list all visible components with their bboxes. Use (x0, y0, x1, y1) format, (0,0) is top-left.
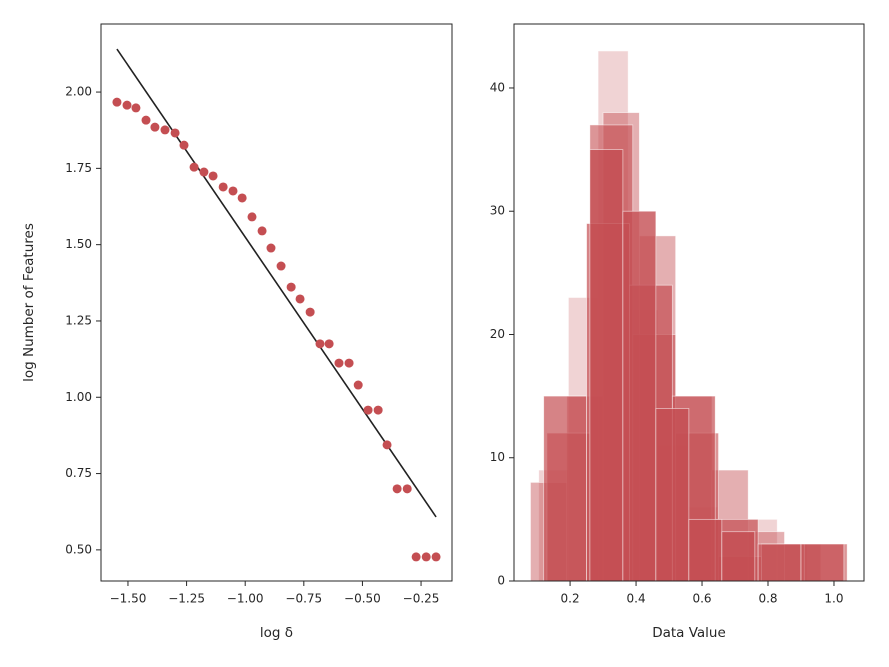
x-tick-label: −1.00 (227, 592, 264, 606)
point (237, 193, 247, 203)
point (257, 226, 267, 236)
point (179, 140, 189, 150)
point (218, 182, 228, 192)
x-tick-label: 0.2 (561, 592, 580, 606)
point (353, 380, 363, 390)
point (112, 97, 122, 107)
point (276, 261, 286, 271)
y-tick-label: 1.50 (65, 237, 92, 251)
point (411, 552, 421, 562)
y-axis-label: log Number of Features (21, 223, 37, 382)
hist-bar (589, 149, 624, 582)
point (295, 294, 305, 304)
point (141, 115, 151, 125)
point (431, 552, 441, 562)
x-tick-label: −1.50 (110, 592, 147, 606)
x-axis-label: Data Value (652, 625, 726, 641)
point (131, 103, 141, 113)
point (334, 358, 344, 368)
x-tick-label: −0.25 (403, 592, 440, 606)
hist-bar (757, 543, 802, 582)
x-tick-label: −0.50 (344, 592, 381, 606)
x-tick-label: 0.8 (758, 592, 777, 606)
point (150, 122, 160, 132)
hist-bar (543, 395, 587, 582)
y-tick-label: 0.75 (65, 466, 92, 480)
y-tick-label: 10 (490, 450, 505, 464)
point (305, 307, 315, 317)
point (363, 405, 373, 415)
point (247, 212, 257, 222)
point (199, 167, 209, 177)
y-tick-label: 30 (490, 204, 505, 218)
y-tick-label: 1.25 (65, 313, 92, 327)
fit-line (116, 48, 437, 518)
hist-bar (800, 543, 845, 582)
point (208, 171, 218, 181)
x-tick-label: −0.75 (285, 592, 322, 606)
hist-bar (721, 531, 756, 582)
point (286, 282, 296, 292)
y-tick-label: 0 (497, 574, 505, 588)
y-tick-label: 40 (490, 80, 505, 94)
hist-bar (655, 408, 690, 582)
point (315, 339, 325, 349)
hist-bar (622, 210, 657, 582)
point (189, 162, 199, 172)
point (266, 243, 276, 253)
point (344, 358, 354, 368)
x-axis-label: log δ (260, 625, 293, 641)
hist-bar (688, 518, 723, 582)
x-tick-label: −1.25 (168, 592, 205, 606)
y-tick-label: 1.00 (65, 390, 92, 404)
point (122, 100, 132, 110)
x-tick-label: 0.4 (627, 592, 646, 606)
point (228, 186, 238, 196)
y-tick-label: 2.00 (65, 85, 92, 99)
point (373, 405, 383, 415)
x-tick-label: 0.6 (692, 592, 711, 606)
y-tick-label: 0.50 (65, 542, 92, 556)
axes-frame (513, 23, 865, 582)
point (324, 339, 334, 349)
point (382, 440, 392, 450)
point (392, 484, 402, 494)
y-tick-label: 1.75 (65, 161, 92, 175)
point (170, 128, 180, 138)
point (402, 484, 412, 494)
axes-frame (100, 23, 453, 582)
point (421, 552, 431, 562)
y-tick-label: 20 (490, 327, 505, 341)
point (160, 125, 170, 135)
x-tick-label: 1.0 (824, 592, 843, 606)
